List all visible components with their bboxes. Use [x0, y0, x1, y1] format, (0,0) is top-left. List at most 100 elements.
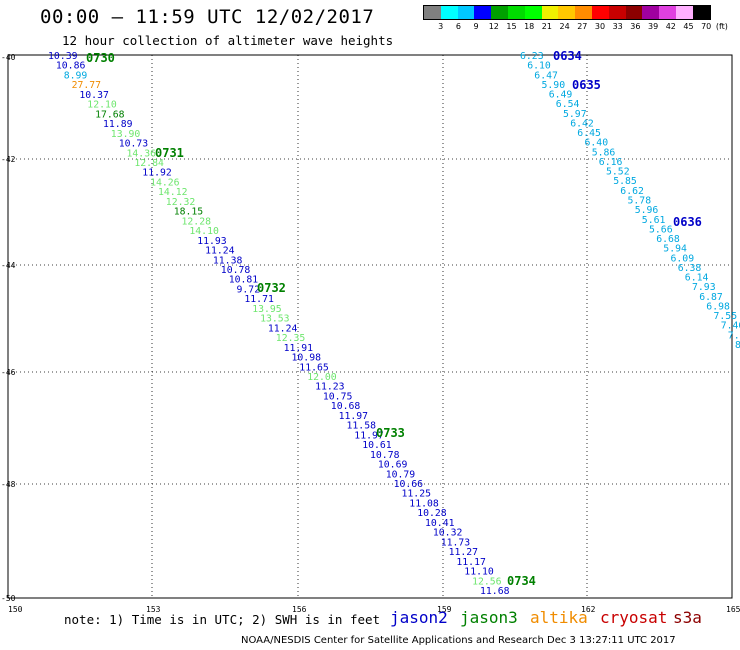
- wave-height-value: 12.35: [276, 333, 306, 344]
- wave-height-value: 11.65: [299, 362, 329, 373]
- x-tick-label: 162: [581, 605, 596, 614]
- wave-height-value: 10.61: [362, 440, 392, 451]
- wave-height-value: 13.90: [111, 129, 141, 140]
- wave-height-value: 11.97: [354, 430, 384, 441]
- wave-height-value: 6.98: [706, 302, 730, 313]
- wave-height-value: 5.61: [642, 215, 666, 226]
- wave-height-value: 6.16: [599, 157, 623, 168]
- pass-time-label: 0732: [257, 281, 286, 295]
- wave-height-value: 11.89: [103, 119, 133, 130]
- wave-height-value: 11.38: [213, 255, 243, 266]
- wave-height-value: 5.52: [606, 167, 630, 178]
- wave-height-value: 13.95: [252, 304, 282, 315]
- wave-height-value: 10.32: [433, 528, 463, 539]
- pass-time-label: 0733: [376, 426, 405, 440]
- wave-height-value: 6.47: [534, 70, 558, 81]
- wave-height-value: 10.73: [119, 139, 149, 150]
- wave-height-value: 14.12: [158, 187, 188, 198]
- wave-height-value: 7.93: [692, 282, 716, 293]
- y-tick-label: -44: [1, 261, 16, 270]
- color-swatch: [659, 6, 676, 19]
- color-scale-label: 18: [524, 22, 535, 31]
- color-scale-label: 27: [577, 22, 588, 31]
- wave-height-value: 5.94: [663, 244, 687, 255]
- wave-height-value: 11.73: [441, 537, 471, 548]
- wave-height-value: 10.78: [221, 265, 251, 276]
- wave-height-value: 14.36: [127, 148, 157, 159]
- color-swatch: [524, 6, 542, 19]
- wave-height-value: 13.53: [260, 314, 290, 325]
- color-scale-label: 21: [541, 22, 552, 31]
- wave-height-value: 6.14: [685, 273, 709, 284]
- color-scale-label: 12: [488, 22, 499, 31]
- wave-height-value: 11.97: [339, 411, 369, 422]
- legend-entry-jason3: jason3: [460, 608, 518, 627]
- wave-height-value: 10.39: [48, 51, 78, 62]
- wave-height-value: 11.68: [480, 586, 510, 597]
- page-subtitle: 12 hour collection of altimeter wave hei…: [62, 33, 394, 48]
- page-title: 00:00 – 11:59 UTC 12/02/2017: [40, 6, 375, 28]
- color-swatch: [692, 6, 710, 19]
- color-swatch: [608, 6, 626, 19]
- wave-height-value: 5.96: [635, 205, 659, 216]
- x-tick-label: 159: [437, 605, 452, 614]
- wave-height-value: 5.86: [592, 147, 616, 158]
- color-swatch: [575, 6, 592, 19]
- color-swatch: [541, 6, 559, 19]
- wave-height-value: 11.93: [197, 236, 227, 247]
- x-tick-label: 150: [8, 605, 23, 614]
- wave-height-value: 6.68: [656, 234, 680, 245]
- x-tick-label: 165: [726, 605, 740, 614]
- color-scale-label: 24: [559, 22, 570, 31]
- wave-height-value: 5.66: [649, 224, 673, 235]
- wave-height-value: 12.00: [307, 372, 337, 383]
- y-tick-label: -42: [1, 155, 16, 164]
- color-swatch: [457, 6, 475, 19]
- wave-height-value: 11.10: [464, 567, 494, 578]
- wave-height-value: 6.10: [527, 61, 551, 72]
- x-tick-label: 153: [146, 605, 161, 614]
- wave-height-value: 18.15: [174, 207, 204, 218]
- legend-entry-altika: altika: [530, 608, 588, 627]
- wave-height-value: 12.84: [134, 158, 164, 169]
- color-swatch: [507, 6, 525, 19]
- wave-height-value: 12.28: [182, 216, 212, 227]
- color-scale-label: 6: [455, 22, 461, 31]
- color-swatch: [675, 6, 693, 19]
- wave-height-value: 5.85: [613, 176, 637, 187]
- color-swatch: [491, 6, 508, 19]
- wave-height-value: 17.68: [95, 109, 125, 120]
- wave-height-value: 6.23: [520, 51, 544, 62]
- color-scale-label: 33: [612, 22, 623, 31]
- color-scale-label: 3: [438, 22, 444, 31]
- color-swatch: [558, 6, 576, 19]
- wave-height-value: 12.56: [472, 576, 502, 587]
- wave-height-value: 6.40: [585, 138, 609, 149]
- pass-time-label: 0635: [572, 78, 601, 92]
- wave-height-value: 14.26: [150, 178, 180, 189]
- wave-height-value: 6.87: [699, 292, 723, 303]
- wave-height-value: 7.55: [714, 311, 738, 322]
- wave-height-value: 10.79: [386, 469, 416, 480]
- wave-height-value: 6.54: [556, 99, 580, 110]
- wave-height-value: 8.99: [64, 71, 88, 82]
- pass-time-label: 0636: [673, 215, 702, 229]
- wave-height-value: 12.32: [166, 197, 196, 208]
- pass-time-label: 0730: [86, 51, 115, 65]
- color-scale-label: 45: [683, 22, 694, 31]
- wave-height-value: 7.39: [728, 330, 740, 341]
- color-scale-bar: [423, 5, 711, 20]
- y-tick-label: -50: [1, 594, 16, 603]
- pass-time-label: 0734: [507, 574, 536, 588]
- wave-height-value: 10.78: [370, 450, 400, 461]
- credit-line: NOAA/NESDIS Center for Satellite Applica…: [241, 635, 676, 646]
- wave-height-value: 11.71: [244, 294, 274, 305]
- wave-height-value: 10.68: [331, 401, 361, 412]
- wave-height-value: 6.49: [549, 90, 573, 101]
- wave-height-value: 11.08: [409, 499, 439, 510]
- wave-height-value: 11.25: [402, 489, 432, 500]
- legend-entry-s3a: s3a: [673, 608, 702, 627]
- color-scale-label: 36: [630, 22, 641, 31]
- wave-height-value: 14.10: [189, 226, 219, 237]
